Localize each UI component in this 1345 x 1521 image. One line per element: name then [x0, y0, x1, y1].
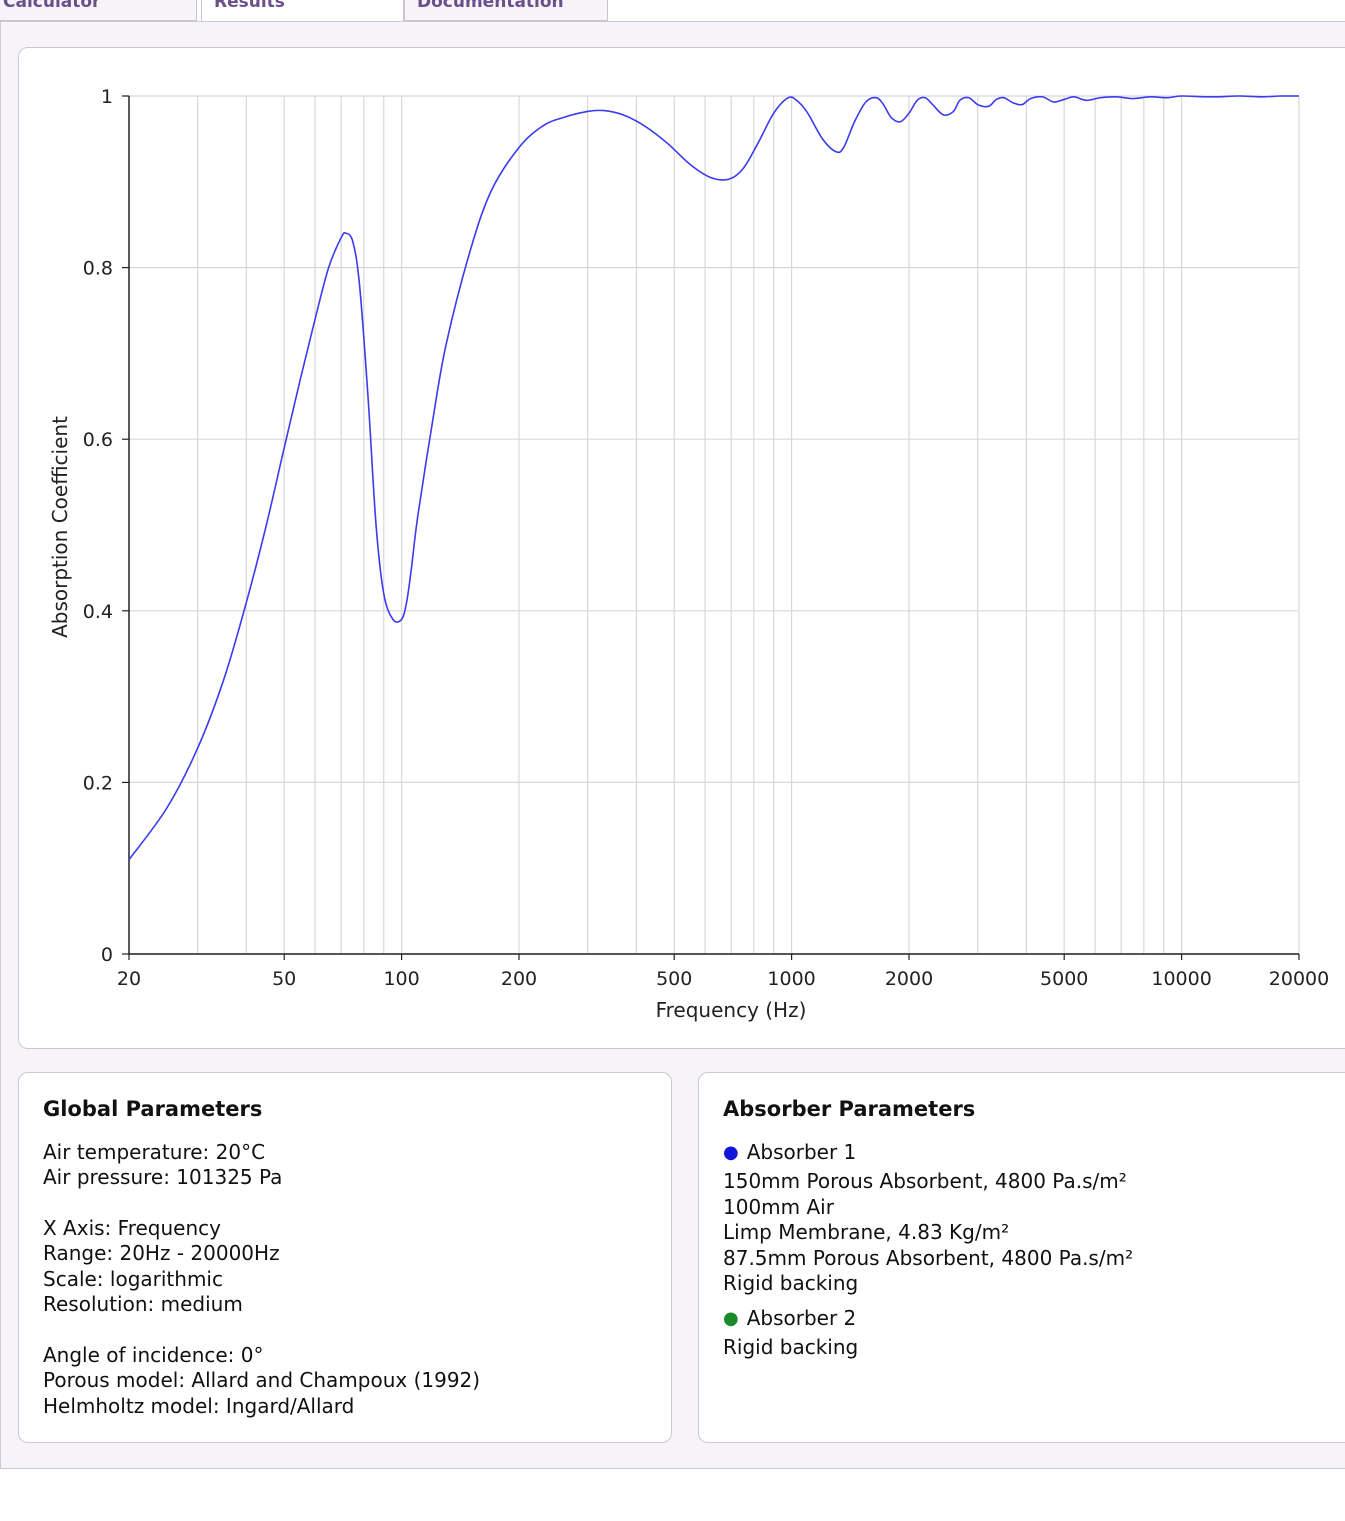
chart-panel: 20 50 100 200 500 1000 2000 5000 10000 20000 0 0.2… — [18, 47, 1345, 1049]
absorber-1-layer: 150mm Porous Absorbent, 4800 Pa.s/m² — [723, 1169, 1127, 1193]
y-tick-label: 0 — [101, 944, 113, 966]
x-tick-label: 50 — [272, 968, 296, 990]
absorber-1-dot-icon: ● — [723, 1141, 739, 1163]
air-temperature: Air temperature: 20°C — [43, 1139, 266, 1164]
absorber-2-dot-icon: ● — [723, 1307, 739, 1329]
x-tick-label: 100 — [383, 968, 419, 990]
global-parameters-panel: Global Parameters Air temperature: 20°C … — [18, 1072, 672, 1443]
tab-documentation[interactable]: Documentation — [404, 0, 608, 21]
absorber-1-layers: 150mm Porous Absorbent, 4800 Pa.s/m² 100… — [723, 1169, 1345, 1297]
y-tick-label: 0.2 — [83, 772, 113, 794]
absorber-1-layer: 87.5mm Porous Absorbent, 4800 Pa.s/m² — [723, 1245, 1134, 1270]
x-axis-title: Frequency (Hz) — [656, 998, 807, 1022]
tab-results[interactable]: Results — [201, 0, 404, 22]
chart-grid — [129, 95, 1300, 955]
absorber-2-header: ● Absorber 2 — [723, 1306, 1345, 1333]
y-axis-title: Absorption Coefficient — [48, 416, 72, 638]
tab-results-label: Results — [214, 0, 285, 12]
x-tick-label: 5000 — [1040, 968, 1088, 990]
x-tick-label: 10000 — [1151, 968, 1211, 990]
absorber-1-name: Absorber 1 — [746, 1139, 857, 1164]
porous-model-param: Porous model: Allard and Champoux (1992) — [43, 1368, 481, 1392]
absorption-chart: 20 50 100 200 500 1000 2000 5000 10000 20000 0 0.2… — [48, 86, 1329, 1022]
global-parameters-title: Global Parameters — [43, 1097, 263, 1121]
angle-param: Angle of incidence: 0° — [43, 1342, 264, 1367]
absorber-1-header: ● Absorber 1 — [723, 1140, 1345, 1167]
y-tick-label: 1 — [101, 86, 113, 108]
x-tick-label: 20 — [117, 968, 141, 990]
x-tick-label: 1000 — [767, 968, 815, 990]
tab-bar: Calculator Results Documentation — [0, 0, 1345, 22]
resolution-param: Resolution: medium — [43, 1292, 243, 1316]
helmholtz-model-param: Helmholtz model: Ingard/Allard — [43, 1393, 355, 1418]
air-pressure: Air pressure: 101325 Pa — [43, 1165, 283, 1189]
x-tick-label: 500 — [656, 968, 692, 990]
y-tick-label: 0.6 — [83, 429, 113, 451]
range-param: Range: 20Hz - 20000Hz — [43, 1241, 280, 1265]
x-axis-param: X Axis: Frequency — [43, 1215, 221, 1240]
absorber-1-layer: Limp Membrane, 4.83 Kg/m² — [723, 1220, 1010, 1244]
absorber-2-name: Absorber 2 — [746, 1305, 857, 1330]
absorber-1-line — [128, 95, 1299, 861]
absorber-parameters-title: Absorber Parameters — [723, 1097, 976, 1121]
x-tick-labels: 20 50 100 200 500 1000 2000 5000 10000 20000 — [117, 968, 1329, 990]
absorber-1-layer: Rigid backing — [723, 1271, 859, 1295]
x-tick-label: 2000 — [885, 968, 933, 990]
absorber-2-layer: Rigid backing — [723, 1335, 859, 1359]
y-tick-labels: 0 0.2 0.4 0.6 0.8 1 — [83, 86, 113, 966]
x-tick-label: 20000 — [1269, 968, 1329, 990]
tab-calculator-label: Calculator — [3, 0, 101, 12]
absorber-1-layer: 100mm Air — [723, 1194, 834, 1219]
x-tick-label: 200 — [501, 968, 537, 990]
y-tick-label: 0.8 — [83, 258, 113, 280]
absorber-parameters-panel: Absorber Parameters ● Absorber 1 150mm Po… — [698, 1072, 1345, 1443]
tab-calculator[interactable]: Calculator — [0, 0, 197, 21]
scale-param: Scale: logarithmic — [43, 1266, 223, 1291]
chart-axes — [122, 95, 1300, 960]
tab-documentation-label: Documentation — [417, 0, 564, 12]
absorber-2-layers: Rigid backing — [723, 1335, 1345, 1361]
y-tick-label: 0.4 — [83, 601, 113, 623]
